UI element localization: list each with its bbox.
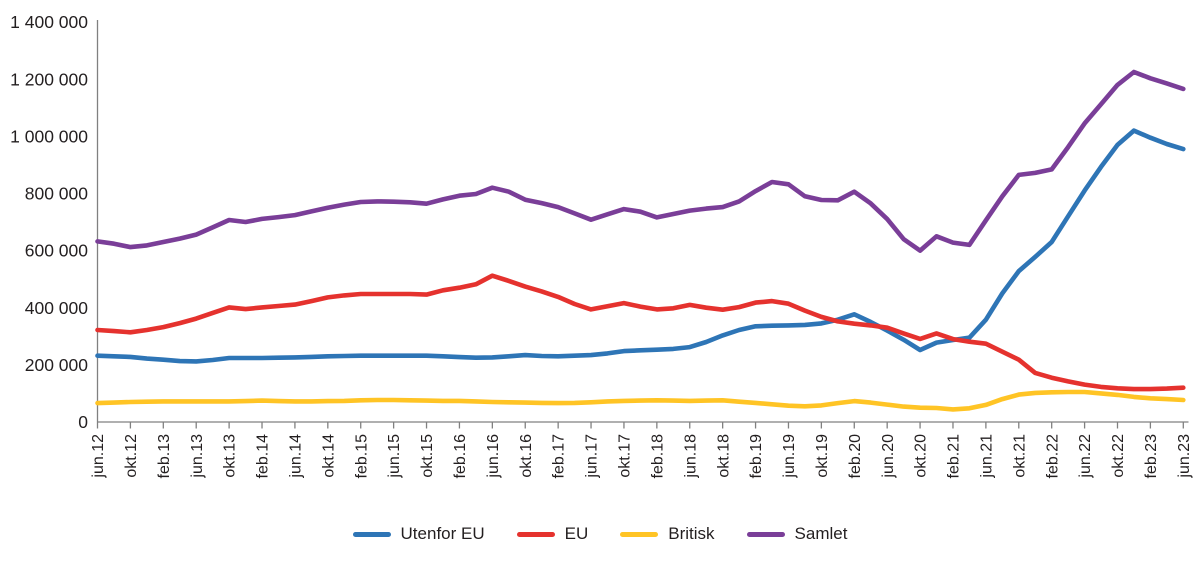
legend-item-eu: EU [516,524,589,544]
series-line-britisk [95,389,1186,412]
y-axis-label: 400 000 [25,298,89,318]
legend-label-britisk: Britisk [668,524,715,543]
x-axis-label: jun.15 [386,434,403,479]
y-axis-label: 1 000 000 [10,126,88,146]
x-axis-label: okt.13 [222,434,239,478]
x-axis-label: feb.20 [847,434,864,479]
legend-swatch-britisk [620,531,659,537]
y-axis-label: 800 000 [25,184,89,204]
x-axis-label: jun.12 [90,434,107,479]
x-axis-label: jun.21 [978,434,995,479]
x-axis-label: okt.20 [913,434,930,478]
x-axis-label: okt.21 [1011,434,1028,478]
x-axis-label: jun.19 [781,434,798,479]
x-axis-label: jun.18 [682,434,699,479]
y-axis-label: 200 000 [25,355,89,375]
x-axis-label: okt.15 [419,434,436,478]
legend-swatch-eu [516,531,555,537]
legend-item-samlet: Samlet [746,524,848,544]
x-axis-label: jun.13 [189,434,206,479]
x-axis-label: feb.22 [1044,434,1061,479]
x-axis-label: okt.14 [320,434,337,478]
legend-swatch-utenfor-eu [352,531,391,537]
x-axis-label: okt.12 [123,434,140,478]
x-axis-label: jun.14 [288,434,305,479]
x-axis-label: feb.15 [353,434,370,479]
y-axis-label: 0 [78,412,88,432]
y-axis-label: 1 400 000 [10,12,88,32]
chart-plot-area: 0 200 000 400 000 600 000 800 000 1 000 000 1 … [10,12,1193,479]
x-axis-label: okt.19 [814,434,831,478]
x-axis-label: okt.18 [715,434,732,478]
x-axis-label: jun.20 [880,434,897,479]
x-axis-label: feb.21 [946,434,963,479]
x-axis-label: jun.22 [1077,434,1094,479]
x-axis-label: okt.22 [1110,434,1127,478]
legend-label-utenfor-eu: Utenfor EU [400,524,485,543]
chart-legend: Utenfor EU EU Britisk Samlet [0,510,1200,544]
x-axis-label: jun.23 [1176,434,1193,479]
x-axis-label: jun.16 [485,434,502,479]
series-line-utenfor-eu [95,128,1186,364]
x-axis-label: feb.13 [156,434,173,479]
y-axis-label: 600 000 [25,241,89,261]
x-axis-label: okt.17 [617,434,634,478]
x-axis-label: okt.16 [518,434,535,478]
x-axis-label: feb.16 [452,434,469,479]
x-axis-label: feb.19 [748,434,765,479]
legend-swatch-samlet [746,531,785,537]
x-axis-label: feb.18 [649,434,666,479]
legend-item-britisk: Britisk [620,524,715,544]
legend-item-utenfor-eu: Utenfor EU [352,524,485,544]
legend-label-eu: EU [564,524,589,543]
x-axis-label: feb.14 [255,434,272,479]
legend-label-samlet: Samlet [794,524,848,543]
x-axis-label: feb.23 [1143,434,1160,479]
x-axis-label: feb.17 [551,434,568,479]
x-axis-label: jun.17 [584,434,601,479]
series-line-samlet [95,69,1186,253]
series-line-eu [95,273,1186,392]
y-axis-label: 1 200 000 [10,69,88,89]
